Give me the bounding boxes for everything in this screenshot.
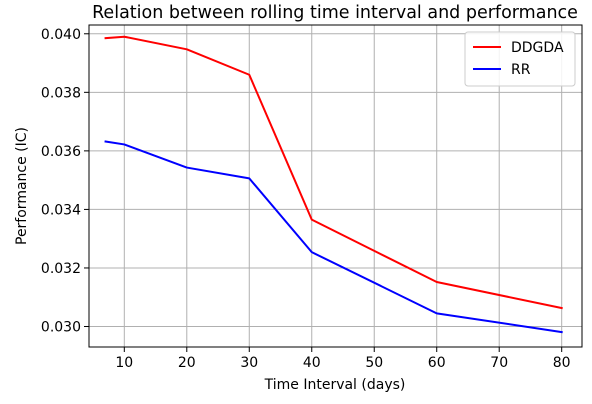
series-line-ddgda <box>104 35 563 310</box>
legend: DDGDA RR <box>464 31 576 87</box>
y-tick-label: 0.040 <box>41 27 81 43</box>
x-tick-label: 80 <box>553 355 571 371</box>
chart-title: Relation between rolling time interval a… <box>92 3 578 23</box>
legend-label-ddgda: DDGDA <box>511 40 564 56</box>
x-tick-label: 10 <box>115 355 133 371</box>
y-tick-label: 0.036 <box>41 144 81 160</box>
plot-area-frame <box>88 24 583 348</box>
x-axis-ticks: 10 20 30 40 50 60 70 80 <box>115 347 571 371</box>
y-tick-label: 0.038 <box>41 85 81 101</box>
y-axis-ticks: 0.030 0.032 0.034 0.036 0.038 0.040 <box>41 27 89 336</box>
x-tick-label: 50 <box>365 355 383 371</box>
x-tick-label: 30 <box>240 355 258 371</box>
x-axis-label: Time Interval (days) <box>264 377 406 393</box>
legend-box <box>464 31 576 87</box>
y-tick-label: 0.032 <box>41 261 81 277</box>
x-tick-label: 60 <box>428 355 446 371</box>
series-line-rr <box>104 140 563 334</box>
legend-label-rr: RR <box>511 62 531 78</box>
x-tick-label: 40 <box>303 355 321 371</box>
x-tick-label: 70 <box>490 355 508 371</box>
x-tick-label: 20 <box>178 355 196 371</box>
y-tick-label: 0.034 <box>41 202 81 218</box>
y-axis-label: Performance (IC) <box>14 127 30 245</box>
y-tick-label: 0.030 <box>41 320 81 336</box>
series-lines <box>104 35 563 334</box>
